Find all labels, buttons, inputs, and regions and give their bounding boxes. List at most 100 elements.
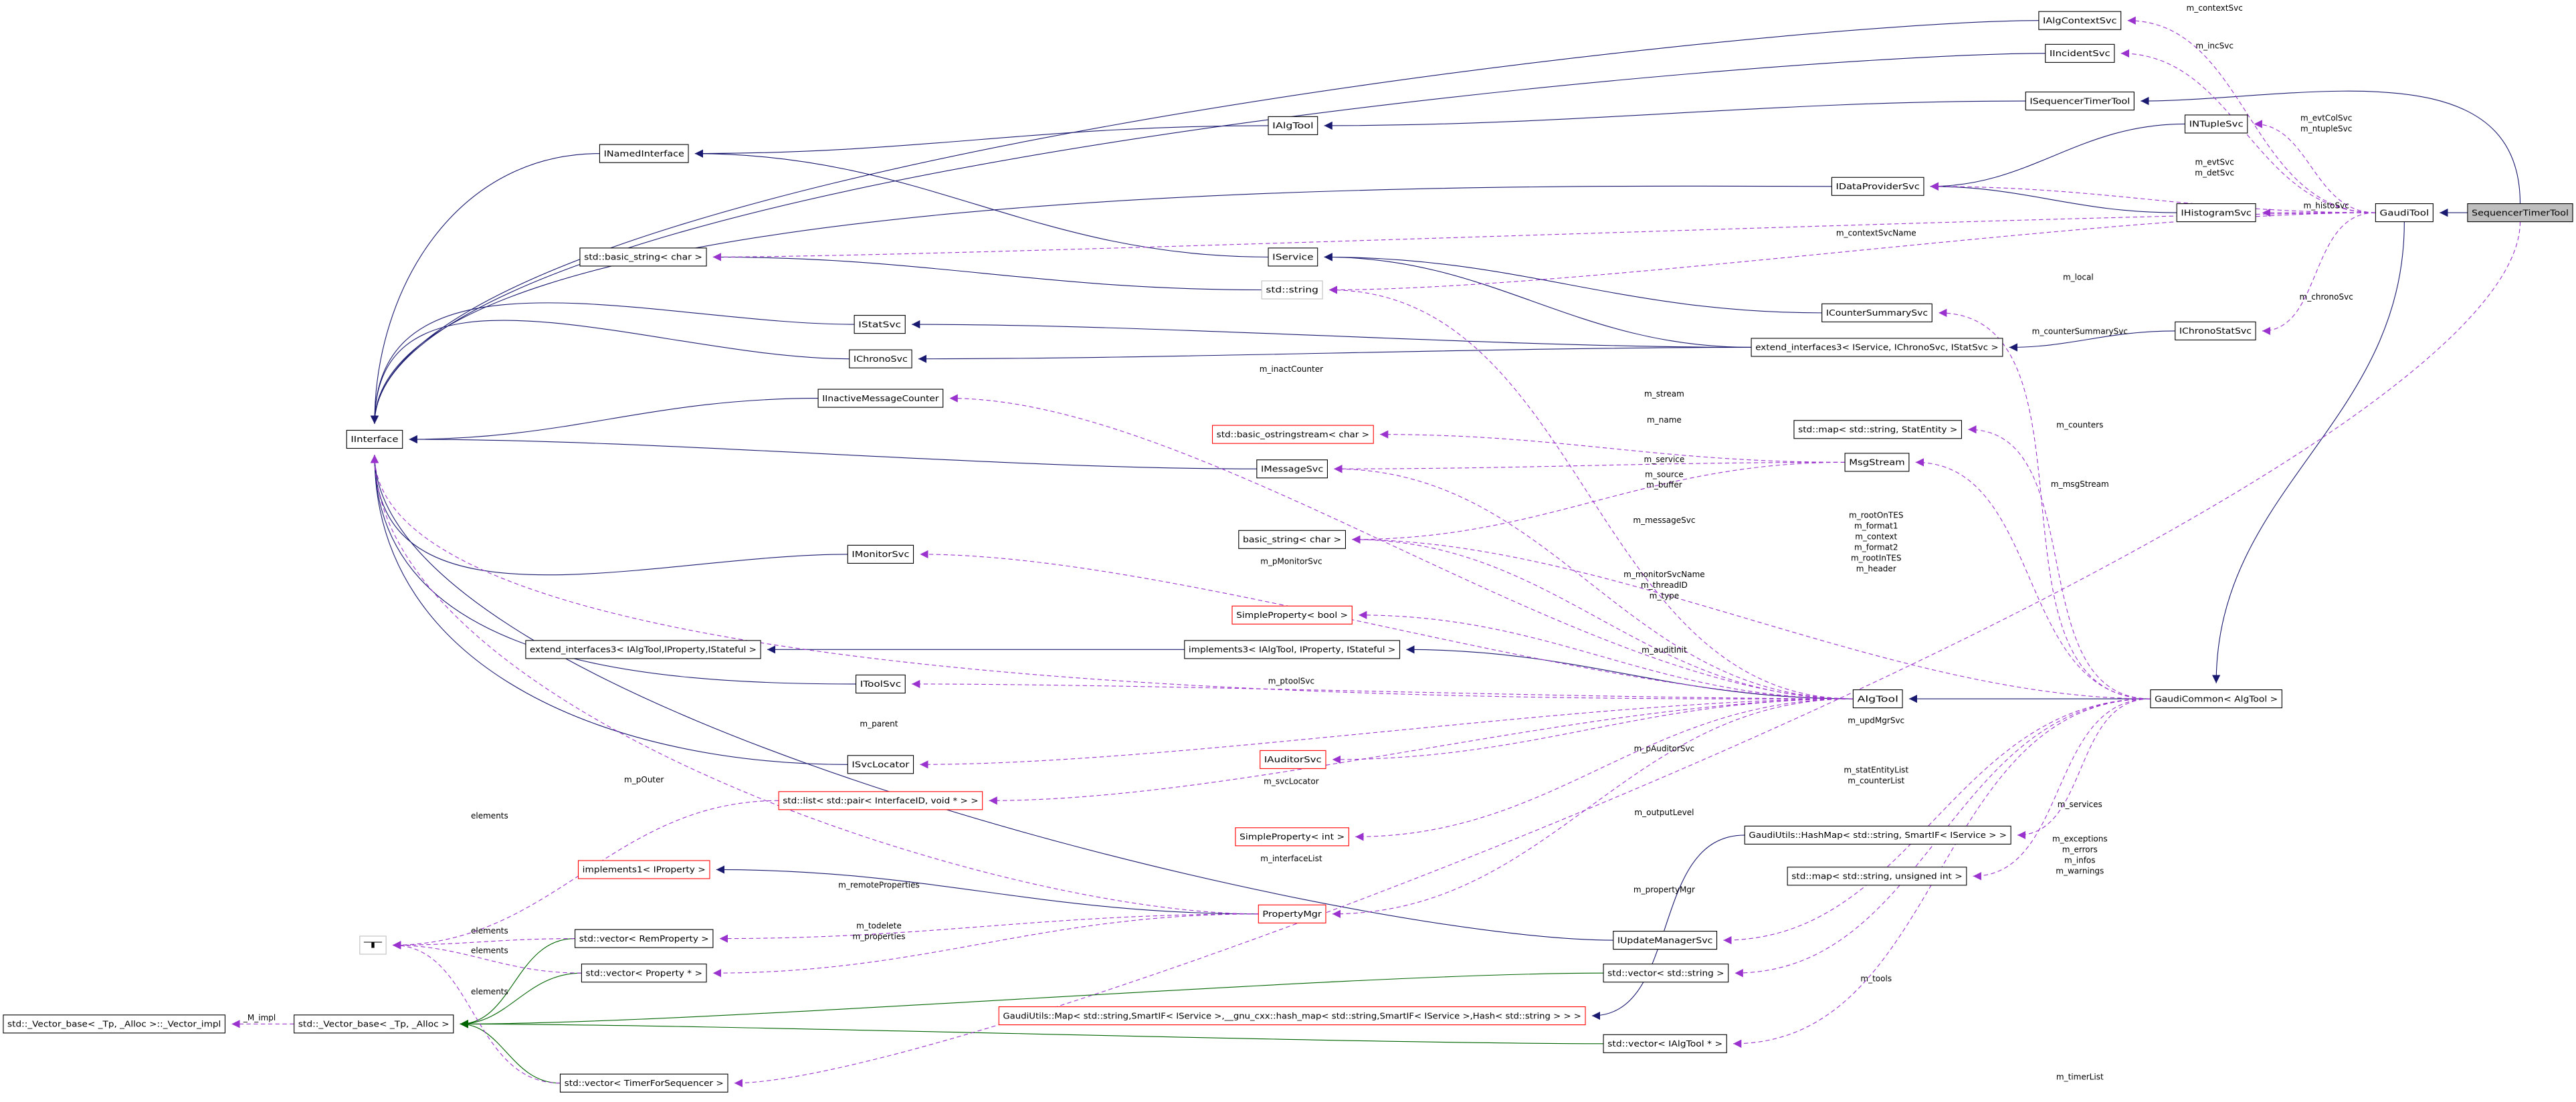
class-node-IAuditorSvc[interactable]: IAuditorSvc (1260, 750, 1326, 769)
node-label: std::map< std::string, StatEntity > (1798, 424, 1957, 434)
edge-label: m_format2 (1854, 543, 1898, 552)
class-node-IChronoSvc[interactable]: IChronoSvc (849, 349, 912, 368)
node-box (2184, 114, 2248, 134)
class-node-hashmap[interactable]: GaudiUtils::HashMap< std::string, SmartI… (1744, 825, 2011, 845)
edge-label: m_buffer (1646, 480, 1682, 489)
node-label: IUpdateManagerSvc (1617, 935, 1713, 945)
class-node-vec_prop[interactable]: std::vector< Property * > (581, 964, 707, 983)
edge-label: m_inactCounter (1260, 364, 1323, 374)
class-node-IIncidentSvc[interactable]: IIncidentSvc (2045, 43, 2115, 63)
class-node-sp_bool[interactable]: SimpleProperty< bool > (1231, 605, 1353, 625)
edge-label: m_remoteProperties (838, 880, 920, 889)
class-node-SequencerTimerTool[interactable]: SequencerTimerTool (2467, 203, 2573, 223)
node-box (599, 144, 689, 163)
class-node-IStatSvc[interactable]: IStatSvc (854, 315, 906, 334)
node-label: SimpleProperty< int > (1240, 832, 1345, 842)
class-node-IInterface[interactable]: IInterface (346, 429, 403, 449)
edge-usage-GaudiTool-to-IAlgContextSvc (2127, 16, 2376, 213)
class-node-impl1[interactable]: implements1< IProperty > (577, 860, 710, 879)
class-node-map_uint[interactable]: std::map< std::string, unsigned int > (1787, 867, 1967, 886)
class-node-GaudiCommon[interactable]: GaudiCommon< AlgTool > (2150, 689, 2282, 709)
class-node-std_string[interactable]: std::string (1261, 280, 1323, 300)
node-label: std::vector< Property * > (586, 968, 702, 978)
class-node-map_stat[interactable]: std::map< std::string, StatEntity > (1793, 420, 1963, 439)
class-node-IService[interactable]: IService (1268, 247, 1318, 267)
node-label: IInterface (351, 434, 399, 444)
edge-usage-GaudiTool-to-IIncidentSvc (2120, 49, 2376, 213)
class-node-MsgStream[interactable]: MsgStream (1844, 453, 1910, 472)
class-node-basic_string_std[interactable]: std::basic_string< char > (579, 247, 707, 267)
node-label: ICounterSummarySvc (1826, 308, 1928, 318)
class-node-INTupleSvc[interactable]: INTupleSvc (2184, 114, 2248, 134)
class-node-T[interactable]: T (359, 935, 387, 955)
node-box (2175, 321, 2256, 340)
edge-label: m_timerList (2056, 1073, 2104, 1082)
node-box (1821, 303, 1933, 322)
class-node-vec_rem[interactable]: std::vector< RemProperty > (575, 929, 714, 948)
node-box (1793, 420, 1963, 439)
class-node-IAlgTool[interactable]: IAlgTool (1268, 116, 1318, 135)
node-box (856, 674, 906, 693)
class-node-ext3svc[interactable]: extend_interfaces3< IService, IChronoSvc… (1751, 338, 2003, 357)
edge-inheritance-std_string-to-basic_string_std (712, 253, 1262, 291)
class-node-ISvcLocator[interactable]: ISvcLocator (847, 755, 914, 774)
edge-usage-AlgTool-to-std_string (1328, 286, 1854, 699)
node-label: IMonitorSvc (852, 549, 909, 559)
class-node-IMonitorSvc[interactable]: IMonitorSvc (847, 544, 914, 564)
edge-inheritance-ISvcLocator-to-IInterface (370, 455, 848, 765)
node-box (2038, 11, 2122, 30)
class-node-ISequencerTimerTool[interactable]: ISequencerTimerTool (2025, 91, 2135, 111)
class-node-vbase[interactable]: std::_Vector_base< _Tp, _Alloc > (294, 1014, 454, 1034)
node-label: extend_interfaces3< IAlgTool,IProperty,I… (530, 645, 757, 655)
edge-usage-AlgTool-to-IInterface (370, 455, 1854, 699)
class-node-impl3[interactable]: implements3< IAlgTool, IProperty, IState… (1184, 640, 1401, 659)
class-node-vec_algtool[interactable]: std::vector< IAlgTool * > (1603, 1034, 1727, 1053)
class-node-IDataProviderSvc[interactable]: IDataProviderSvc (1831, 177, 1924, 196)
node-label: IIncidentSvc (2050, 48, 2110, 58)
edge-label: m_detSvc (2195, 169, 2234, 178)
class-node-gmap[interactable]: GaudiUtils::Map< std::string,SmartIF< IS… (998, 1006, 1586, 1026)
class-node-vec_str[interactable]: std::vector< std::string > (1603, 964, 1729, 983)
class-node-AlgTool[interactable]: AlgTool (1852, 689, 1903, 709)
edge-label: m_tools (1860, 974, 1892, 983)
edge-usage-GaudiCommon-to-basic_string (1352, 535, 2151, 699)
class-node-IMessageSvc[interactable]: IMessageSvc (1256, 459, 1328, 479)
class-node-PropertyMgr[interactable]: PropertyMgr (1258, 904, 1326, 923)
class-node-ostringstream[interactable]: std::basic_ostringstream< char > (1211, 425, 1374, 444)
node-label: std::vector< IAlgTool * > (1607, 1038, 1722, 1049)
class-node-IToolSvc[interactable]: IToolSvc (856, 674, 906, 693)
node-box (1231, 605, 1353, 625)
class-node-IChronoStatSvc[interactable]: IChronoStatSvc (2175, 321, 2256, 340)
edge-usage-PropertyMgr-to-vec_rem (719, 913, 1259, 943)
edge-inheritance-ext3svc-to-IStatSvc (912, 320, 1752, 348)
class-node-IUpdateManagerSvc[interactable]: IUpdateManagerSvc (1613, 931, 1718, 950)
class-node-IHistogramSvc[interactable]: IHistogramSvc (2176, 203, 2256, 223)
class-node-GaudiTool[interactable]: GaudiTool (2375, 203, 2434, 223)
edge-inheritance-IInactiveMessageCounter-to-IInterface (409, 398, 819, 444)
class-node-INamedInterface[interactable]: INamedInterface (599, 144, 689, 163)
node-box (1751, 338, 2003, 357)
edge-label: m_updMgrSvc (1848, 716, 1904, 726)
node-box (2025, 91, 2135, 111)
node-box (294, 1014, 454, 1034)
node-box (2467, 203, 2573, 223)
edge-inheritance-IService-to-INamedInterface (694, 149, 1269, 257)
class-node-ICounterSummarySvc[interactable]: ICounterSummarySvc (1821, 303, 1933, 322)
edge-label: m_header (1856, 564, 1896, 574)
edge-inheritance-GaudiTool-to-GaudiCommon (2212, 221, 2405, 683)
class-node-basic_string[interactable]: basic_string< char > (1238, 530, 1347, 549)
class-node-list_pair[interactable]: std::list< std::pair< InterfaceID, void … (778, 791, 983, 810)
edge-inheritance-INamedInterface-to-IInterface (370, 153, 600, 424)
class-node-ext3alg[interactable]: extend_interfaces3< IAlgTool,IProperty,I… (525, 640, 761, 659)
class-node-IInactiveMessageCounter[interactable]: IInactiveMessageCounter (817, 389, 944, 408)
class-node-vec_timer[interactable]: std::vector< TimerForSequencer > (559, 1073, 728, 1093)
class-node-IAlgContextSvc[interactable]: IAlgContextSvc (2038, 11, 2122, 30)
edge-inheritance-ISequencerTimerTool-to-IAlgTool (1324, 100, 2026, 130)
edge-template-vec_str-to-vbase (460, 972, 1604, 1028)
class-node-sp_int[interactable]: SimpleProperty< int > (1235, 827, 1349, 847)
edge-label: elements (471, 946, 508, 956)
nodes-layer: IAlgContextSvc IIncidentSvc ISequencerTime… (3, 11, 2573, 1093)
class-node-vimpl[interactable]: std::_Vector_base< _Tp, _Alloc >::_Vecto… (3, 1014, 226, 1034)
edge-label: m_type (1650, 591, 1680, 600)
edge-inheritance-IChronoSvc-to-IInterface (370, 320, 850, 424)
